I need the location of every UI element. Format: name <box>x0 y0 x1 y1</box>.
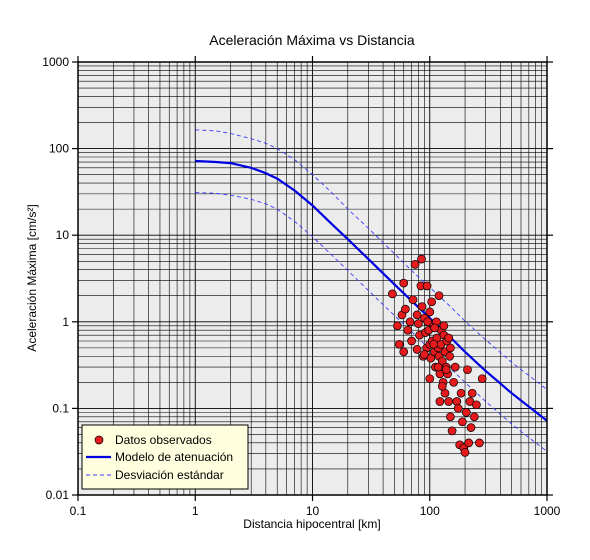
observed-point <box>399 278 409 288</box>
legend-marker-observed <box>94 435 104 445</box>
observed-point <box>429 339 439 349</box>
x-axis-label: Distancia hipocentral [km] <box>243 517 380 531</box>
y-tick-label: 0.1 <box>52 401 69 415</box>
observed-point <box>446 343 455 353</box>
observed-point <box>405 317 415 327</box>
observed-point <box>439 321 449 331</box>
observed-point <box>447 426 457 436</box>
observed-point <box>466 423 476 432</box>
observed-point <box>401 304 410 314</box>
observed-point <box>425 374 435 384</box>
observed-point <box>403 325 413 335</box>
legend-label-observed: Datos observados <box>115 433 212 447</box>
observed-point <box>420 350 429 359</box>
y-axis-label: Aceleración Máxima [cm/s²] <box>25 204 39 351</box>
y-tick-label: 100 <box>49 142 69 156</box>
x-tick-label: 10 <box>306 504 320 518</box>
y-tick-label: 10 <box>56 228 70 242</box>
legend-label-model: Modelo de atenuación <box>115 450 233 464</box>
observed-point <box>445 351 455 361</box>
observed-point <box>393 321 402 331</box>
observed-point <box>456 388 466 398</box>
x-tick-label: 0.1 <box>70 504 87 518</box>
observed-points <box>388 254 487 457</box>
observed-point <box>407 336 416 346</box>
legend-label-deviation: Desviación estándar <box>115 468 224 482</box>
observed-point <box>458 417 467 427</box>
y-tick-label: 1000 <box>42 55 69 69</box>
y-tick-label: 0.01 <box>46 488 70 502</box>
observed-point <box>449 377 459 387</box>
observed-point <box>434 291 444 301</box>
observed-point <box>427 297 437 307</box>
deviation-lines <box>195 129 548 452</box>
deviation-upper-line <box>195 129 548 390</box>
observed-point <box>463 365 472 375</box>
observed-point <box>461 408 471 417</box>
observed-point <box>450 362 460 372</box>
model-line-group <box>195 159 548 422</box>
y-tick-label: 1 <box>62 315 69 329</box>
observed-point <box>453 404 463 413</box>
observed-point <box>412 345 422 354</box>
observed-point <box>437 381 447 391</box>
observed-point <box>464 438 474 448</box>
observed-point <box>399 347 409 357</box>
observed-point <box>414 319 423 329</box>
x-tick-label: 1 <box>192 504 199 518</box>
observed-point <box>417 302 427 311</box>
observed-point <box>444 397 454 406</box>
observed-point <box>469 412 479 422</box>
observed-point <box>477 374 487 384</box>
x-tick-label: 1000 <box>534 504 561 518</box>
legend: Datos observados Modelo de atenuación De… <box>81 424 249 490</box>
observed-point <box>408 295 418 305</box>
observed-point <box>430 323 439 333</box>
x-tick-label: 100 <box>420 504 440 518</box>
observed-point <box>410 260 420 269</box>
observed-point <box>441 365 451 375</box>
observed-point <box>423 317 433 327</box>
observed-point <box>394 339 404 349</box>
observed-point <box>435 397 445 406</box>
observed-point <box>425 307 435 317</box>
observed-point <box>417 254 426 264</box>
model-line <box>195 159 548 422</box>
observed-point <box>446 412 455 422</box>
observed-point <box>472 400 481 410</box>
observed-point <box>433 362 443 372</box>
observed-point <box>475 438 484 448</box>
observed-point <box>422 281 432 291</box>
observed-point <box>460 448 470 457</box>
observed-point <box>467 388 477 398</box>
chart-title: Aceleración Máxima vs Distancia <box>209 32 415 48</box>
observed-point <box>426 353 436 363</box>
observed-point <box>412 310 422 320</box>
observed-point <box>444 333 454 343</box>
observed-point <box>388 289 397 299</box>
deviation-lower-line <box>195 192 548 452</box>
grid <box>77 62 547 496</box>
